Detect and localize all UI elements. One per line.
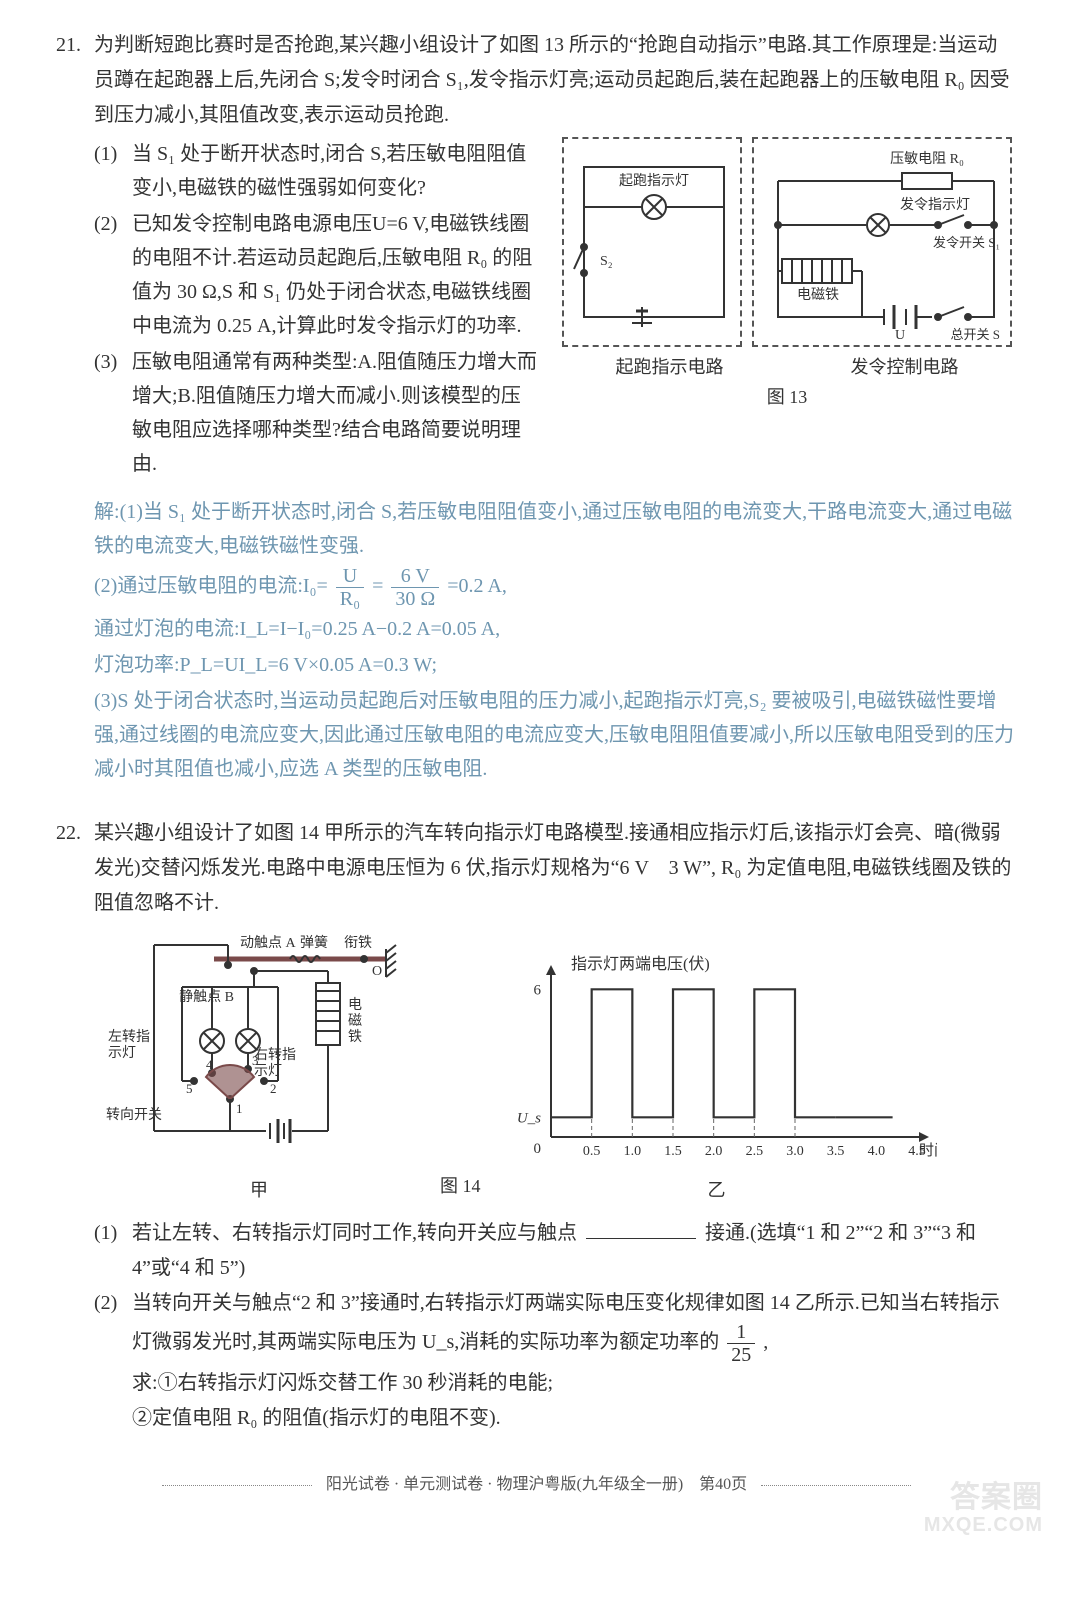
fig13-right-caption: 发令控制电路 — [851, 353, 959, 379]
fig14-spring: 弹簧 — [300, 935, 328, 951]
fig13-left-caption: 起跑指示电路 — [616, 353, 724, 379]
svg-text:3: 3 — [252, 1053, 259, 1068]
q21-sub1: (1) 当 S₁ 处于断开状态时,闭合 S,若压敏电阻阻值变小,电磁铁的磁性强弱… — [94, 137, 539, 205]
svg-text:示灯: 示灯 — [108, 1045, 136, 1061]
svg-text:5: 5 — [186, 1081, 193, 1096]
fig14-right-cap: 乙 — [497, 1176, 937, 1202]
fig14-left-cap: 甲 — [94, 1176, 424, 1202]
voltage-chart: 指示灯两端电压(伏)6U_s00.51.01.52.02.53.03.54.04… — [497, 951, 937, 1171]
fig14-caption: 图 14 — [440, 1172, 481, 1202]
q21-head: 21. 为判断短跑比赛时是否抢跑,某兴趣小组设计了如图 13 所示的“抢跑自动指… — [56, 28, 1017, 133]
svg-text:0: 0 — [533, 1141, 541, 1157]
q21-number: 21. — [56, 28, 94, 63]
q22-q2: ②定值电阻 R₀ 的阻值(指示灯的电阻不变). — [132, 1401, 1017, 1436]
q21-intro: 为判断短跑比赛时是否抢跑,某兴趣小组设计了如图 13 所示的“抢跑自动指示”电路… — [94, 28, 1017, 133]
fig14-pointA: 动触点 A — [240, 935, 296, 951]
svg-text:U_s: U_s — [516, 1110, 540, 1126]
fig13-r0-label: 压敏电阻 R₀ — [890, 151, 964, 167]
fig13-u-label: U — [895, 328, 905, 341]
fig13-em-label: 电磁铁 — [797, 287, 839, 303]
q22-sub1: (1) 若让左转、右转指示灯同时工作,转向开关应与触点 接通.(选填“1 和 2… — [94, 1216, 1017, 1286]
fig13-s2-label: S₂ — [600, 254, 613, 269]
blank-fill — [586, 1218, 696, 1239]
svg-text:1: 1 — [236, 1101, 243, 1116]
figure-14-right: 指示灯两端电压(伏)6U_s00.51.01.52.02.53.03.54.04… — [497, 951, 937, 1202]
svg-text:2.5: 2.5 — [745, 1144, 763, 1159]
question-21: 21. 为判断短跑比赛时是否抢跑,某兴趣小组设计了如图 13 所示的“抢跑自动指… — [56, 28, 1017, 786]
q22-number: 22. — [56, 816, 94, 851]
fig13-s-label: 总开关 S — [951, 327, 1000, 341]
question-22: 22. 某兴趣小组设计了如图 14 甲所示的汽车转向指示灯电路模型.接通相应指示… — [56, 816, 1017, 1436]
q21-sub2: (2) 已知发令控制电路电源电压U=6 V,电磁铁线圈的电阻不计.若运动员起跑后… — [94, 207, 539, 343]
fig14-pointB: 静触点 B — [179, 989, 234, 1005]
svg-text:1.5: 1.5 — [664, 1144, 682, 1159]
q21-answer: 解:(1)当 S₁ 处于断开状态时,闭合 S,若压敏电阻阻值变小,通过压敏电阻的… — [94, 495, 1017, 786]
figure-13-left: 起跑指示灯 S₂ — [562, 137, 742, 347]
q21-sub3: (3) 压敏电阻通常有两种类型:A.阻值随压力增大而增大;B.阻值随压力增大而减… — [94, 345, 539, 481]
svg-text:2: 2 — [270, 1081, 277, 1096]
svg-text:时间(秒): 时间(秒) — [919, 1142, 937, 1159]
svg-text:4: 4 — [206, 1057, 213, 1072]
svg-text:3.5: 3.5 — [826, 1144, 844, 1159]
figure-13: 起跑指示灯 S₂ — [557, 137, 1017, 409]
fig13-s1-label: 发令开关 S₁ — [933, 235, 1000, 250]
fig14-switch-label: 转向开关 — [106, 1107, 162, 1123]
fig13-caption: 图 13 — [767, 383, 808, 409]
fig14-left-lamp: 左转指 — [108, 1029, 150, 1045]
svg-text:4.0: 4.0 — [867, 1144, 885, 1159]
fig14-right-lamp: 右转指 — [254, 1047, 296, 1063]
svg-text:指示灯两端电压(伏): 指示灯两端电压(伏) — [571, 955, 710, 973]
fig13-start-lamp-label: 起跑指示灯 — [619, 173, 689, 189]
fig14-iron: 衔铁 — [344, 935, 372, 951]
q22-sub2: (2) 当转向开关与触点“2 和 3”接通时,右转指示灯两端实际电压变化规律如图… — [94, 1286, 1017, 1366]
svg-text:1.0: 1.0 — [623, 1144, 641, 1159]
figure-13-right: 压敏电阻 R₀ 发令指示灯 发令开关 S₁ 电磁铁 U 总开关 S — [752, 137, 1012, 347]
svg-text:磁: 磁 — [348, 1013, 362, 1029]
svg-text:0.5: 0.5 — [582, 1144, 600, 1159]
svg-text:电: 电 — [348, 997, 362, 1013]
svg-text:2.0: 2.0 — [704, 1144, 722, 1159]
figure-14: 动触点 A 弹簧 衔铁 O 静触点 B 电 磁 铁 左转指 示灯 右转指 示灯 … — [94, 931, 1017, 1202]
fig13-cmd-lamp-label: 发令指示灯 — [900, 197, 970, 213]
q22-ask: 求:①右转指示灯闪烁交替工作 30 秒消耗的电能; — [132, 1366, 1017, 1401]
q22-intro: 某兴趣小组设计了如图 14 甲所示的汽车转向指示灯电路模型.接通相应指示灯后,该… — [94, 816, 1017, 921]
svg-text:3.0: 3.0 — [786, 1144, 804, 1159]
svg-text:铁: 铁 — [348, 1029, 362, 1045]
svg-text:6: 6 — [533, 982, 541, 998]
figure-14-left: 动触点 A 弹簧 衔铁 O 静触点 B 电 磁 铁 左转指 示灯 右转指 示灯 … — [94, 931, 424, 1202]
page-footer: 阳光试卷 · 单元测试卷 · 物理沪粤版(九年级全一册) 第40页 — [56, 1470, 1017, 1494]
q22-head: 22. 某兴趣小组设计了如图 14 甲所示的汽车转向指示灯电路模型.接通相应指示… — [56, 816, 1017, 921]
fig14-o: O — [372, 964, 382, 979]
